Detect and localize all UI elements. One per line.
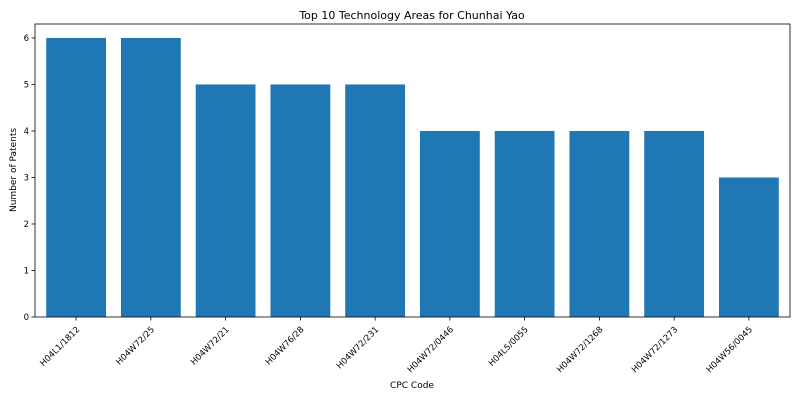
bar-H04W72/1273 bbox=[644, 131, 704, 317]
bar-H04L5/0055 bbox=[495, 131, 555, 317]
y-tick-label: 3 bbox=[24, 173, 29, 183]
y-tick-label: 6 bbox=[24, 34, 29, 44]
y-tick-label: 4 bbox=[24, 127, 29, 137]
bar-H04W72/25 bbox=[121, 38, 181, 317]
bars-group bbox=[46, 38, 779, 317]
x-axis: H04L1/1812 H04W72/25 H04W72/21 H04W76/28 H04… bbox=[38, 317, 755, 375]
y-tick-label: 5 bbox=[24, 80, 29, 90]
bar-H04W56/0045 bbox=[719, 177, 779, 317]
bar-H04W72/21 bbox=[196, 84, 256, 317]
bar-H04W76/28 bbox=[270, 84, 330, 317]
y-tick-label: 1 bbox=[24, 266, 29, 276]
x-tick-label: H04L5/0055 bbox=[487, 325, 531, 369]
bar-H04W72/1268 bbox=[569, 131, 629, 317]
y-axis: 0 1 2 3 4 5 6 bbox=[24, 34, 35, 323]
x-tick-label: H04W72/1273 bbox=[630, 325, 680, 375]
x-tick-label: H04W72/0446 bbox=[406, 325, 456, 375]
x-axis-label: CPC Code bbox=[390, 381, 434, 391]
x-tick-label: H04W72/1268 bbox=[555, 325, 605, 375]
y-tick-label: 0 bbox=[24, 313, 29, 323]
x-tick-label: H04W56/0045 bbox=[705, 325, 755, 375]
x-tick-label: H04W72/231 bbox=[335, 325, 381, 371]
bar-H04W72/0446 bbox=[420, 131, 480, 317]
x-tick-label: H04W72/21 bbox=[189, 325, 232, 368]
bar-H04L1/1812 bbox=[46, 38, 106, 317]
x-tick-label: H04W76/28 bbox=[264, 325, 307, 368]
x-tick-label: H04L1/1812 bbox=[38, 325, 82, 369]
bar-H04W72/231 bbox=[345, 84, 405, 317]
y-axis-label: Number of Patents bbox=[9, 128, 19, 212]
y-tick-label: 2 bbox=[24, 220, 29, 230]
chart-title: Top 10 Technology Areas for Chunhai Yao bbox=[298, 9, 525, 22]
x-tick-label: H04W72/25 bbox=[114, 325, 157, 368]
